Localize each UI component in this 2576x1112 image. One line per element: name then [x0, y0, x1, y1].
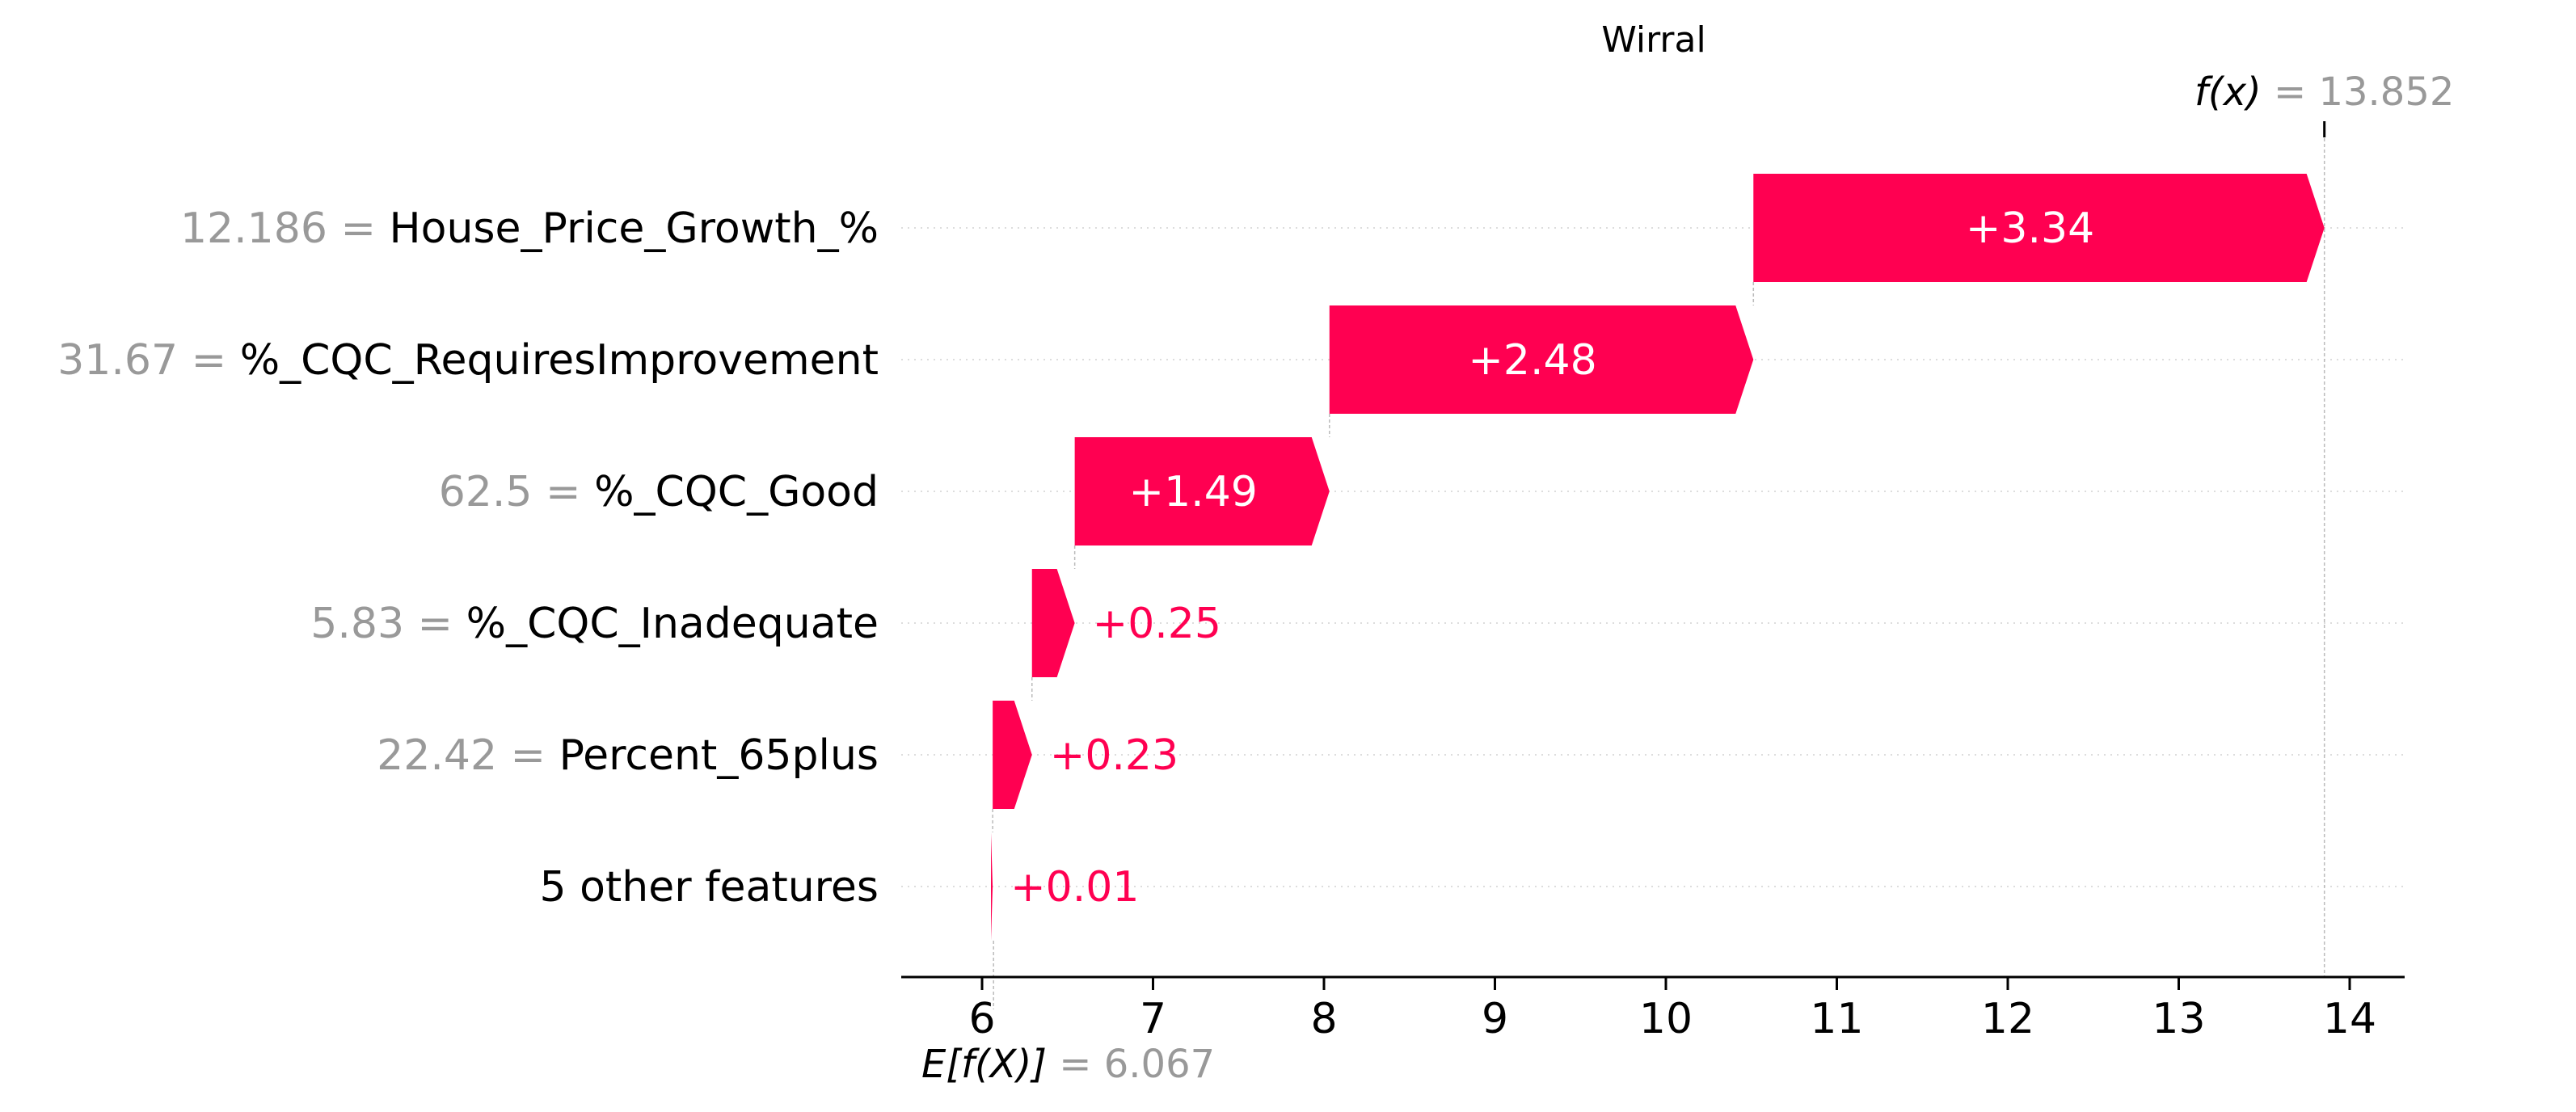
bar-label: +0.01	[1010, 863, 1139, 912]
x-tick-label: 12	[1981, 995, 2034, 1043]
feature-value: 5.83 =	[310, 600, 466, 648]
feature-label: 12.186 = House_Price_Growth_%	[180, 204, 879, 253]
feature-value: 12.186 =	[180, 204, 390, 253]
fx-annotation: f(x) = 13.852	[2194, 70, 2454, 137]
x-tick-label: 9	[1482, 995, 1508, 1043]
bar-label: +0.23	[1050, 731, 1178, 780]
bar-label: +3.34	[1966, 204, 2094, 253]
bar-3	[1074, 437, 1330, 545]
feature-labels: 12.186 = House_Price_Growth_% 31.67 = %_C…	[57, 204, 879, 912]
feature-value: 31.67 =	[57, 336, 240, 385]
bar-5	[993, 701, 1032, 809]
feature-name: House_Price_Growth_%	[390, 204, 879, 253]
bar-1	[1753, 174, 2325, 282]
bar-label: +1.49	[1129, 468, 1258, 516]
bar-label: +0.25	[1093, 600, 1221, 648]
x-tick-label: 11	[1810, 995, 1863, 1043]
feature-name: 5 other features	[539, 863, 879, 912]
feature-label: 31.67 = %_CQC_RequiresImprovement	[57, 336, 879, 385]
feature-value: 22.42 =	[377, 731, 559, 780]
feature-label: 5.83 = %_CQC_Inadequate	[310, 600, 879, 648]
feature-name: %_CQC_RequiresImprovement	[240, 336, 879, 385]
x-tick-label: 14	[2323, 995, 2376, 1043]
bar-2	[1329, 305, 1754, 414]
bars	[990, 174, 2325, 941]
feature-label: 5 other features	[539, 863, 879, 912]
base-symbol: E[f(X)]	[921, 1042, 1047, 1087]
feature-value: 62.5 =	[439, 468, 594, 516]
x-tick-label: 13	[2152, 995, 2205, 1043]
x-axis: 6 7 8 9 10 11 12 13 14	[901, 975, 2405, 1043]
feature-name: %_CQC_Inadequate	[466, 600, 879, 648]
fx-symbol: f(x)	[2194, 70, 2262, 115]
fx-value: = 13.852	[2262, 70, 2455, 115]
bar-labels: +3.34 +2.48 +1.49 +0.25 +0.23 +0.01	[1010, 204, 2094, 912]
bar-label: +2.48	[1468, 336, 1596, 385]
feature-label: 62.5 = %_CQC_Good	[439, 468, 879, 516]
x-tick-label: 8	[1310, 995, 1337, 1043]
feature-name: %_CQC_Good	[594, 468, 879, 516]
bar-4	[1031, 569, 1075, 677]
bar-6	[990, 832, 993, 941]
base-value: = 6.067	[1047, 1042, 1215, 1087]
base-label: E[f(X)] = 6.067	[921, 1042, 1215, 1087]
x-tick-label: 7	[1140, 995, 1166, 1043]
x-tick-label: 6	[968, 995, 995, 1043]
feature-label: 22.42 = Percent_65plus	[377, 731, 879, 780]
feature-name: Percent_65plus	[559, 731, 879, 780]
fx-label: f(x) = 13.852	[2194, 70, 2454, 115]
connector-lines	[992, 121, 2325, 1009]
expected-value-annotation: E[f(X)] = 6.067	[921, 1042, 1215, 1087]
x-tick-label: 10	[1639, 995, 1693, 1043]
chart-title: Wirral	[1601, 19, 1705, 61]
